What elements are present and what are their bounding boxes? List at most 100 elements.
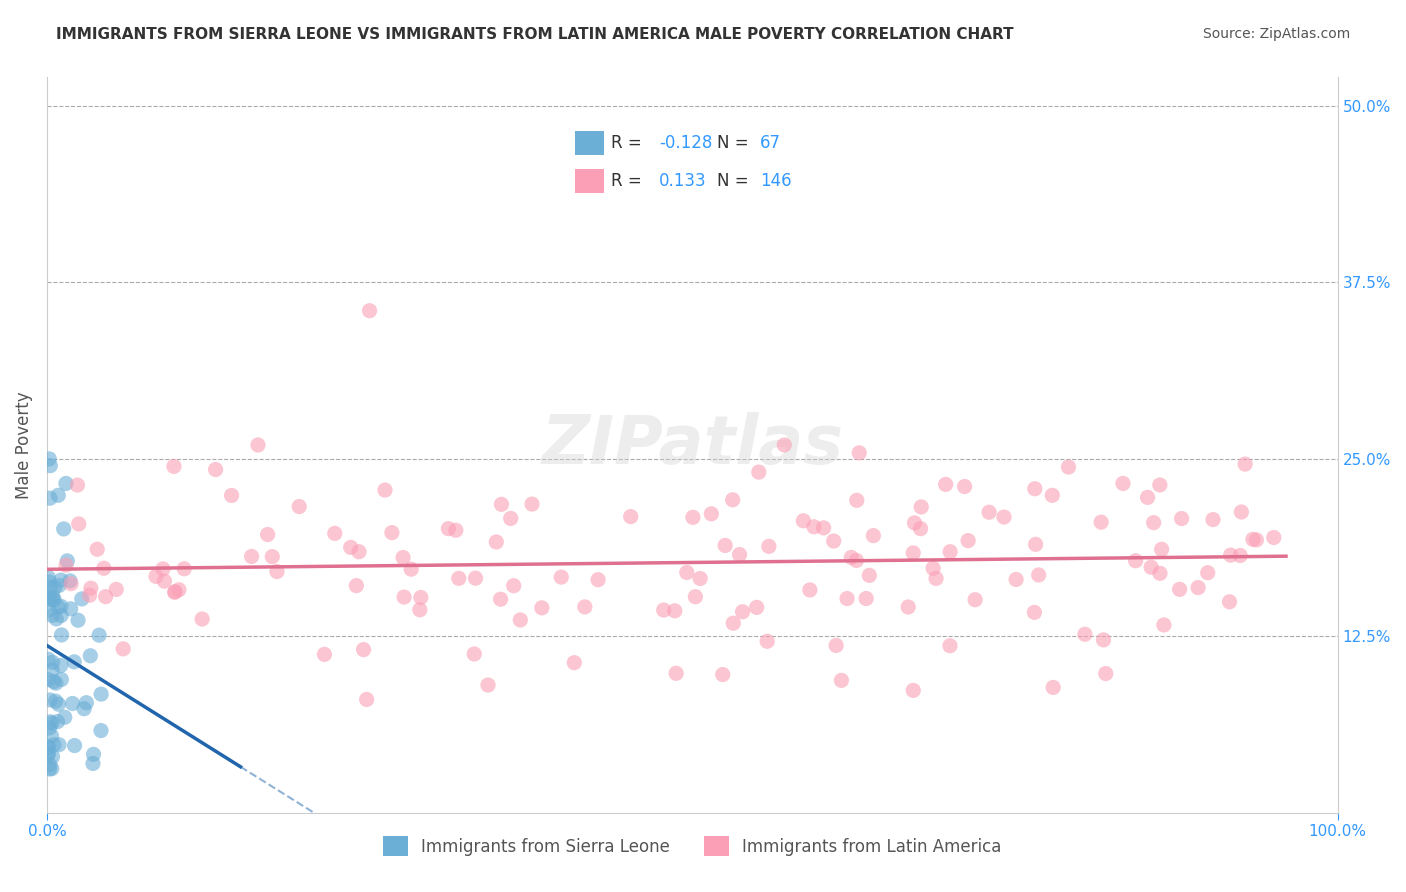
Point — [374, 483, 396, 497]
Point — [910, 500, 932, 514]
Point — [574, 599, 596, 614]
Point — [51, 673, 73, 687]
Point — [773, 438, 796, 452]
Point — [38, 721, 60, 735]
Point — [37, 740, 59, 755]
Point — [509, 613, 531, 627]
Point — [965, 592, 987, 607]
Point — [803, 520, 825, 534]
Point — [939, 545, 962, 559]
Point — [620, 509, 643, 524]
Point — [37, 673, 59, 687]
Point — [51, 628, 73, 642]
Point — [1094, 666, 1116, 681]
Point — [1143, 516, 1166, 530]
Point — [66, 478, 89, 492]
Point — [86, 542, 108, 557]
Legend: Immigrants from Sierra Leone, Immigrants from Latin America: Immigrants from Sierra Leone, Immigrants… — [377, 830, 1008, 863]
Point — [1092, 632, 1115, 647]
Point — [37, 591, 59, 605]
Text: R =: R = — [612, 172, 652, 190]
Point — [689, 572, 711, 586]
Point — [41, 749, 63, 764]
Point — [845, 493, 868, 508]
Point — [953, 479, 976, 493]
Bar — [575, 169, 605, 194]
Point — [67, 516, 90, 531]
Point — [1187, 581, 1209, 595]
Point — [344, 579, 367, 593]
Text: 146: 146 — [759, 172, 792, 190]
Point — [323, 526, 346, 541]
Text: Source: ZipAtlas.com: Source: ZipAtlas.com — [1202, 27, 1350, 41]
Point — [444, 523, 467, 537]
Point — [37, 747, 59, 761]
Point — [1005, 573, 1028, 587]
Point — [1090, 515, 1112, 529]
Point — [45, 612, 67, 626]
Point — [813, 521, 835, 535]
Point — [112, 641, 135, 656]
Point — [756, 634, 779, 648]
Point — [105, 582, 128, 597]
Point — [191, 612, 214, 626]
Point — [1149, 566, 1171, 581]
Point — [1074, 627, 1097, 641]
Point — [79, 588, 101, 602]
Text: ZIPatlas: ZIPatlas — [541, 412, 844, 478]
Point — [39, 592, 62, 607]
Point — [1218, 595, 1240, 609]
Point — [37, 747, 59, 762]
Y-axis label: Male Poverty: Male Poverty — [15, 392, 32, 499]
Point — [1202, 512, 1225, 526]
Point — [339, 541, 361, 555]
Point — [925, 571, 948, 585]
Point — [38, 757, 60, 772]
Point — [44, 593, 66, 607]
Text: IMMIGRANTS FROM SIERRA LEONE VS IMMIGRANTS FROM LATIN AMERICA MALE POVERTY CORRE: IMMIGRANTS FROM SIERRA LEONE VS IMMIGRAN… — [56, 27, 1014, 42]
Point — [409, 591, 432, 605]
Point — [37, 571, 59, 585]
Point — [38, 574, 60, 589]
Point — [288, 500, 311, 514]
Point — [897, 600, 920, 615]
Point — [167, 582, 190, 597]
Point — [562, 656, 585, 670]
Point — [49, 608, 72, 623]
Point — [1140, 560, 1163, 574]
Point — [44, 581, 66, 595]
Point — [437, 522, 460, 536]
Point — [55, 476, 77, 491]
Point — [489, 592, 512, 607]
Point — [73, 702, 96, 716]
Point — [903, 516, 925, 530]
Text: 67: 67 — [759, 134, 780, 152]
Point — [723, 616, 745, 631]
Point — [163, 585, 186, 599]
Point — [55, 558, 77, 573]
Point — [922, 561, 945, 575]
Point — [41, 608, 63, 623]
Text: 0.133: 0.133 — [659, 172, 707, 190]
Point — [38, 603, 60, 617]
Point — [49, 658, 72, 673]
Point — [359, 303, 381, 318]
Point — [665, 666, 688, 681]
Point — [1168, 582, 1191, 597]
Point — [748, 465, 770, 479]
Point — [862, 528, 884, 542]
Point — [1241, 533, 1264, 547]
Point — [38, 762, 60, 776]
Point — [262, 549, 284, 564]
Point — [1197, 566, 1219, 580]
Point — [1263, 531, 1285, 545]
Point — [858, 568, 880, 582]
Point — [37, 652, 59, 666]
Point — [59, 574, 82, 588]
Point — [49, 599, 72, 614]
Point — [153, 574, 176, 589]
Point — [1149, 478, 1171, 492]
Point — [392, 550, 415, 565]
Point — [87, 628, 110, 642]
Point — [63, 655, 86, 669]
